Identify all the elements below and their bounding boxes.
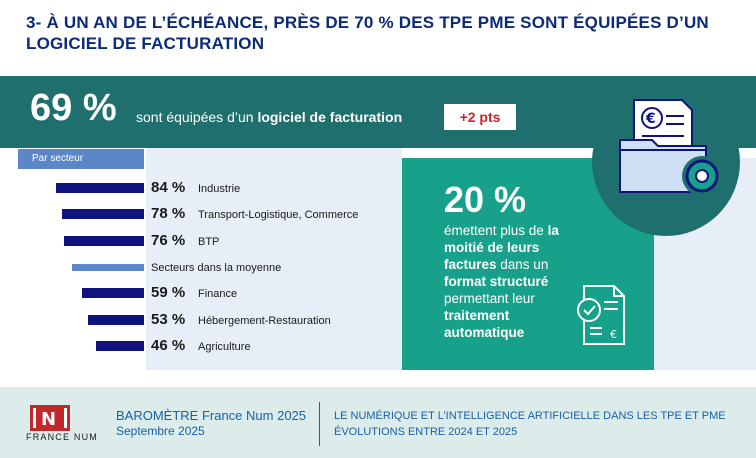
sector-label: Agriculture: [198, 340, 251, 353]
sector-row: 53 % Hébergement-Restauration: [0, 309, 400, 331]
sector-value: 59 %: [151, 284, 186, 302]
sector-bar: [95, 340, 144, 351]
headline-text-bold: logiciel de facturation: [257, 109, 403, 125]
france-num-logo-icon: N: [30, 405, 70, 431]
sector-row: Secteurs dans la moyenne: [0, 256, 400, 278]
average-bar: [71, 263, 144, 271]
footer-divider: [319, 402, 320, 446]
page-title: 3- À UN AN DE L’ÉCHÉANCE, PRÈS DE 70 % D…: [26, 13, 709, 53]
svg-text:€: €: [645, 111, 656, 127]
sector-label: Transport-Logistique, Commerce: [198, 209, 359, 222]
sector-bar: [82, 288, 144, 299]
sector-value: 76 %: [151, 231, 186, 249]
headline-value: 69 %: [30, 87, 117, 129]
sector-label: Industrie: [198, 183, 241, 195]
report-subtitle-line1: LE NUMÉRIQUE ET L’INTELLIGENCE ARTIFICIE…: [334, 410, 726, 422]
sector-bar: [55, 183, 144, 193]
headline-text: sont équipées d’un logiciel de facturati…: [136, 108, 402, 126]
headline-text-start: sont équipées d’un: [136, 109, 258, 125]
invoice-check-icon: €: [577, 285, 625, 345]
sector-tab: Par secteur: [18, 149, 144, 169]
sector-label: Hébergement-Restauration: [198, 314, 331, 327]
sector-row: 76 % BTP: [0, 230, 400, 252]
sector-label: Finance: [198, 288, 238, 301]
sector-value: 84 %: [151, 179, 186, 196]
sector-label: BTP: [198, 235, 220, 248]
footer: [0, 387, 756, 458]
sector-row: 84 % Industrie: [0, 177, 400, 199]
sector-bar: [88, 314, 144, 325]
sector-value: 46 %: [151, 336, 186, 354]
card-value: 20 %: [444, 179, 527, 220]
sector-bar: [64, 235, 144, 246]
svg-text:€: €: [610, 328, 617, 341]
report-subtitle-line2: ÉVOLUTIONS ENTRE 2024 ET 2025: [334, 426, 518, 438]
barometer-date: Septembre 2025: [116, 424, 205, 438]
sector-value: 53 %: [151, 310, 186, 328]
sector-row: 59 % Finance: [0, 282, 400, 304]
sector-row: 46 % Agriculture: [0, 335, 400, 357]
delta-badge: +2 pts: [444, 104, 516, 130]
sector-bar: [62, 209, 144, 220]
sector-value: 78 %: [151, 205, 186, 223]
barometer-title: BAROMÈTRE France Num 2025: [116, 408, 307, 423]
sector-label: Secteurs dans la moyenne: [151, 261, 282, 274]
sector-row: 78 % Transport-Logistique, Commerce: [0, 203, 400, 225]
svg-text:N: N: [41, 409, 56, 430]
card-text: émettent plus de la moitié de leurs fact…: [444, 223, 559, 340]
logo-text: FRANCE NUM: [26, 432, 98, 442]
invoice-folder-gear-icon: €: [619, 99, 722, 196]
